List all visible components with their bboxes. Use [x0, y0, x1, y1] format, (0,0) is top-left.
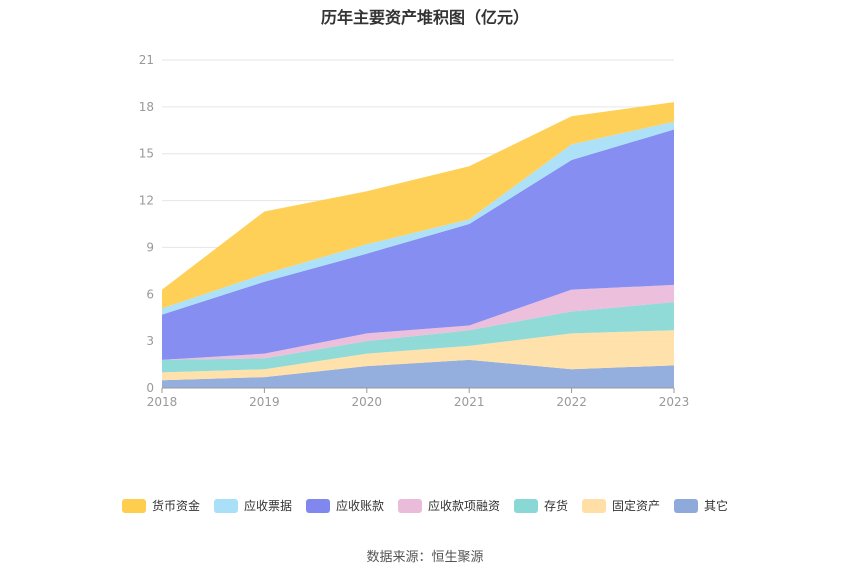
y-tick-label: 21 — [139, 53, 154, 67]
data-source: 数据来源：恒生聚源 — [366, 550, 484, 565]
area-series-货币资金[interactable] — [162, 102, 674, 309]
y-tick-label: 15 — [139, 147, 154, 161]
y-tick-label: 12 — [139, 194, 154, 208]
legend-label: 固定资产 — [612, 498, 660, 513]
y-tick-label: 3 — [146, 334, 154, 348]
x-tick-label: 2020 — [352, 395, 383, 409]
legend-label: 存货 — [544, 498, 568, 513]
legend-item-其它[interactable]: 其它 — [674, 498, 728, 513]
legend-swatch — [398, 499, 422, 513]
legend-item-存货[interactable]: 存货 — [514, 498, 568, 513]
area-series-应收账款[interactable] — [162, 129, 674, 360]
legend-item-货币资金[interactable]: 货币资金 — [122, 498, 200, 513]
legend-label: 货币资金 — [152, 498, 200, 513]
area-series-应收款项融资[interactable] — [162, 284, 674, 360]
x-tick-label: 2019 — [249, 395, 280, 409]
x-tick-label: 2023 — [659, 395, 690, 409]
x-axis — [161, 387, 675, 393]
legend-swatch — [514, 499, 538, 513]
legend-swatch — [214, 499, 238, 513]
area-series-存货[interactable] — [162, 302, 674, 373]
area-series-其它[interactable] — [162, 359, 674, 388]
y-tick-label: 18 — [139, 100, 154, 114]
legend[interactable]: 货币资金 应收票据 应收账款 应收款项融资 存货 固定资产 其它 — [122, 498, 728, 513]
chart-title: 历年主要资产堆积图（亿元） — [320, 8, 529, 27]
y-axis-ticks: 0 3 6 9 12 15 18 21 — [139, 53, 154, 395]
legend-item-应收账款[interactable]: 应收账款 — [306, 498, 384, 513]
legend-swatch — [306, 499, 330, 513]
legend-swatch — [122, 499, 146, 513]
y-tick-label: 9 — [146, 240, 154, 254]
area-series-应收票据[interactable] — [162, 121, 674, 315]
legend-item-应收款项融资[interactable]: 应收款项融资 — [398, 498, 500, 513]
area-series — [162, 102, 674, 388]
x-tick-label: 2022 — [556, 395, 587, 409]
legend-swatch — [674, 499, 698, 513]
x-axis-ticks: 2018 2019 2020 2021 2022 2023 — [147, 395, 690, 409]
x-tick-label: 2021 — [454, 395, 485, 409]
legend-label: 应收款项融资 — [428, 498, 500, 513]
legend-item-应收票据[interactable]: 应收票据 — [214, 498, 292, 513]
legend-item-固定资产[interactable]: 固定资产 — [582, 498, 660, 513]
area-series-固定资产[interactable] — [162, 330, 674, 381]
legend-label: 其它 — [704, 498, 728, 513]
y-tick-label: 0 — [146, 381, 154, 395]
x-tick-label: 2018 — [147, 395, 178, 409]
legend-label: 应收账款 — [336, 498, 384, 513]
legend-swatch — [582, 499, 606, 513]
y-tick-label: 6 — [146, 287, 154, 301]
legend-label: 应收票据 — [244, 498, 292, 513]
